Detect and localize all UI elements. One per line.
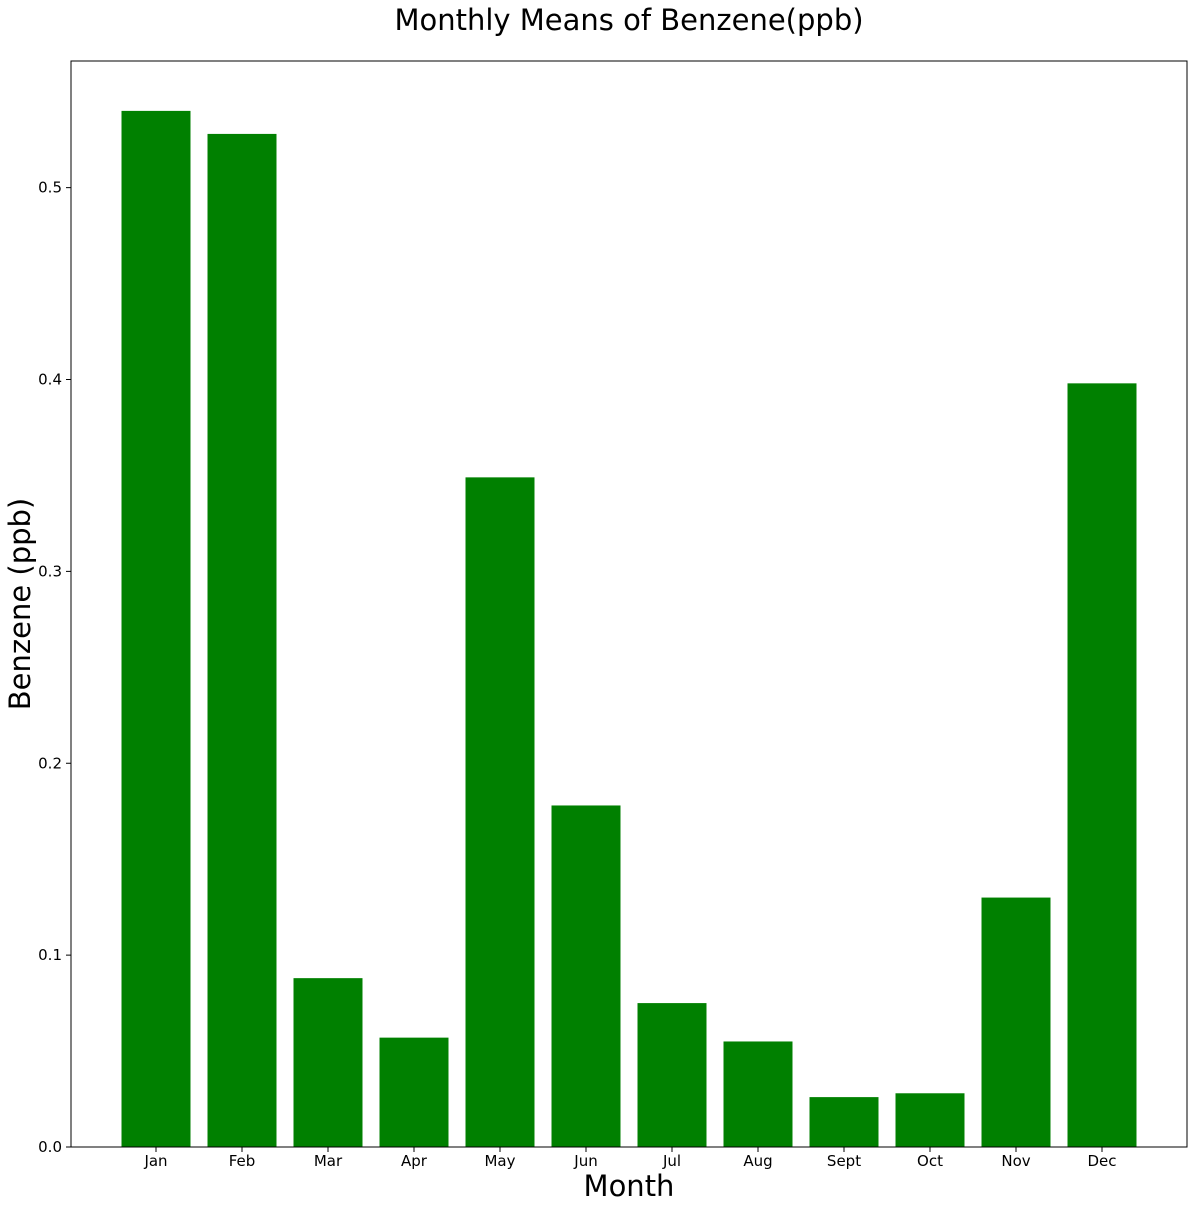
bar-dec <box>1067 383 1137 1147</box>
bar-mar <box>293 978 363 1147</box>
x-tick-label: Jan <box>143 1152 167 1170</box>
x-tick-label: Sept <box>827 1152 861 1170</box>
x-tick-label: Apr <box>401 1152 428 1170</box>
x-tick-label: Jun <box>573 1152 597 1170</box>
bar-apr <box>379 1037 449 1147</box>
bars-group <box>121 110 1137 1147</box>
x-axis-label: Month <box>584 1169 675 1203</box>
x-tick-label: Dec <box>1087 1152 1116 1170</box>
bar-may <box>465 477 535 1147</box>
x-axis-ticks: Jan Feb Mar Apr May Jun Jul Aug Sept Oct Nov Dec <box>143 1147 1117 1170</box>
x-tick-label: Feb <box>229 1152 256 1170</box>
bar-nov <box>981 897 1051 1147</box>
bar-jul <box>637 1003 707 1147</box>
x-tick-label: Jul <box>662 1152 681 1170</box>
x-tick-label: Oct <box>917 1152 943 1170</box>
y-tick-label: 0.0 <box>38 1138 62 1156</box>
bar-feb <box>207 133 277 1147</box>
y-tick-label: 0.5 <box>38 179 62 197</box>
plot-frame <box>70 60 1188 1148</box>
y-tick-label: 0.4 <box>38 371 62 389</box>
x-tick-label: Nov <box>1001 1152 1030 1170</box>
x-tick-label: Mar <box>314 1152 343 1170</box>
bar-sept <box>809 1097 879 1147</box>
y-axis-label: Benzene (ppb) <box>3 498 37 710</box>
bar-oct <box>895 1093 965 1147</box>
y-tick-label: 0.3 <box>38 562 62 580</box>
chart-title: Monthly Means of Benzene(ppb) <box>394 3 863 37</box>
bar-aug <box>723 1041 793 1147</box>
x-tick-label: May <box>484 1152 515 1170</box>
y-tick-label: 0.1 <box>38 946 62 964</box>
y-axis-ticks: 0.0 0.1 0.2 0.3 0.4 0.5 <box>38 179 71 1156</box>
bar-jun <box>551 805 621 1147</box>
x-tick-label: Aug <box>743 1152 772 1170</box>
bar-jan <box>121 110 191 1147</box>
y-tick-label: 0.2 <box>38 754 62 772</box>
